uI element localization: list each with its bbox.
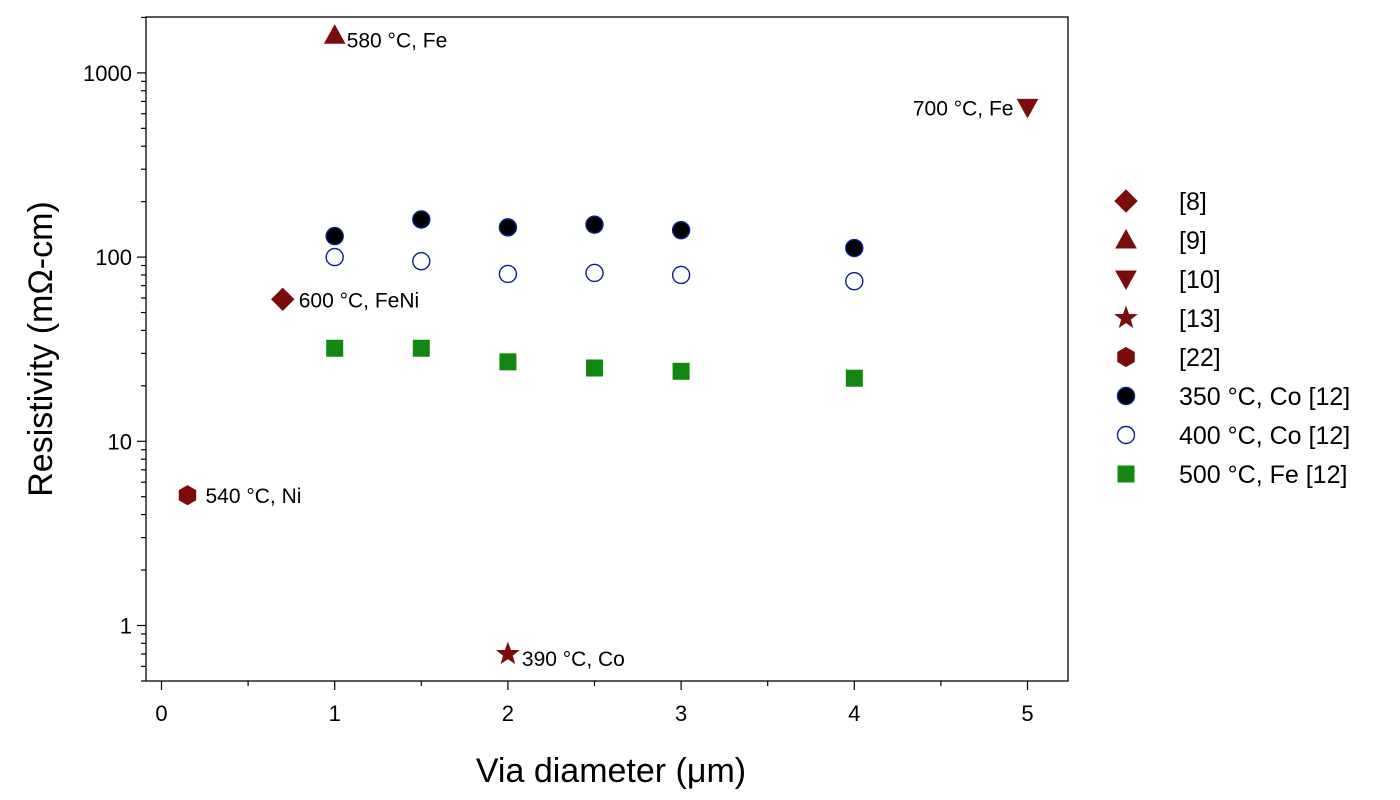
point-annotation: 390 °C, Co bbox=[522, 648, 625, 671]
data-point bbox=[412, 339, 430, 357]
data-point bbox=[178, 485, 197, 506]
plot-frame bbox=[145, 16, 1069, 682]
data-point bbox=[326, 339, 344, 357]
legend-marker bbox=[1117, 465, 1135, 483]
x-axis-ticks: 0 1 2 3 4 5 bbox=[155, 681, 1034, 726]
legend-label: [9] bbox=[1179, 227, 1207, 255]
point-annotation: 580 °C, Fe bbox=[347, 29, 448, 52]
legend-item: [10] bbox=[1115, 266, 1221, 294]
data-point bbox=[671, 220, 691, 240]
data-point bbox=[585, 215, 604, 234]
data-points bbox=[178, 24, 1039, 665]
data-point bbox=[271, 287, 295, 312]
data-point bbox=[412, 210, 431, 229]
point-annotations: 600 °C, FeNi 580 °C, Fe 700 °C, Fe 390 °C, … bbox=[205, 29, 1013, 671]
legend-label: [8] bbox=[1179, 188, 1207, 216]
legend-label: [10] bbox=[1179, 266, 1221, 294]
point-annotation: 540 °C, Ni bbox=[205, 485, 301, 508]
data-point bbox=[845, 271, 864, 291]
legend-label: 500 °C, Fe [12] bbox=[1179, 461, 1347, 489]
point-annotation: 600 °C, FeNi bbox=[299, 289, 419, 312]
legend-marker bbox=[1115, 270, 1137, 291]
data-point bbox=[499, 353, 517, 371]
point-annotation: 700 °C, Fe bbox=[913, 97, 1014, 120]
legend-marker bbox=[1115, 228, 1137, 249]
x-tick-label: 5 bbox=[1021, 701, 1033, 726]
y-tick-label: 100 bbox=[95, 245, 132, 270]
legend: [8] [9] [10] [13] [22] 350 °C, Co [12] 400 °C,… bbox=[1114, 188, 1350, 489]
legend-label: 350 °C, Co [12] bbox=[1179, 383, 1350, 411]
y-axis-title: Resistivity (mΩ-cm) bbox=[22, 201, 60, 497]
x-tick-label: 0 bbox=[155, 701, 167, 726]
legend-label: [13] bbox=[1179, 305, 1221, 333]
legend-marker bbox=[1117, 346, 1135, 368]
legend-item: 400 °C, Co [12] bbox=[1116, 422, 1350, 450]
legend-item: 500 °C, Fe [12] bbox=[1117, 461, 1347, 489]
data-point bbox=[585, 263, 604, 283]
legend-item: [22] bbox=[1117, 344, 1221, 372]
x-tick-label: 3 bbox=[675, 701, 687, 726]
data-point bbox=[845, 369, 863, 387]
data-point bbox=[498, 218, 518, 237]
data-point bbox=[325, 226, 344, 246]
x-axis-title: Via diameter (μm) bbox=[476, 752, 746, 790]
data-point bbox=[323, 24, 346, 44]
data-point bbox=[496, 641, 520, 665]
data-point bbox=[1016, 98, 1039, 119]
y-tick-label: 1 bbox=[120, 614, 132, 639]
data-point bbox=[412, 252, 431, 271]
legend-marker bbox=[1116, 386, 1136, 406]
legend-marker bbox=[1114, 189, 1138, 213]
data-point bbox=[325, 247, 344, 267]
legend-marker bbox=[1116, 425, 1136, 445]
y-axis-ticks: 1 10 100 1000 bbox=[83, 16, 146, 682]
legend-marker bbox=[1114, 305, 1138, 329]
data-point bbox=[672, 362, 690, 380]
y-tick-label: 1000 bbox=[83, 61, 132, 86]
x-tick-label: 4 bbox=[848, 701, 860, 726]
legend-label: [22] bbox=[1179, 344, 1221, 372]
x-tick-label: 2 bbox=[502, 701, 514, 726]
legend-item: [9] bbox=[1115, 227, 1207, 255]
legend-label: 400 °C, Co [12] bbox=[1179, 422, 1350, 450]
legend-item: [13] bbox=[1114, 305, 1221, 333]
data-point bbox=[498, 264, 518, 284]
legend-item: [8] bbox=[1114, 188, 1207, 216]
data-point bbox=[586, 359, 603, 377]
legend-item: 350 °C, Co [12] bbox=[1116, 383, 1350, 411]
data-point bbox=[671, 265, 691, 285]
x-tick-label: 1 bbox=[329, 701, 341, 726]
y-tick-label: 10 bbox=[108, 429, 132, 454]
data-point bbox=[845, 238, 864, 258]
